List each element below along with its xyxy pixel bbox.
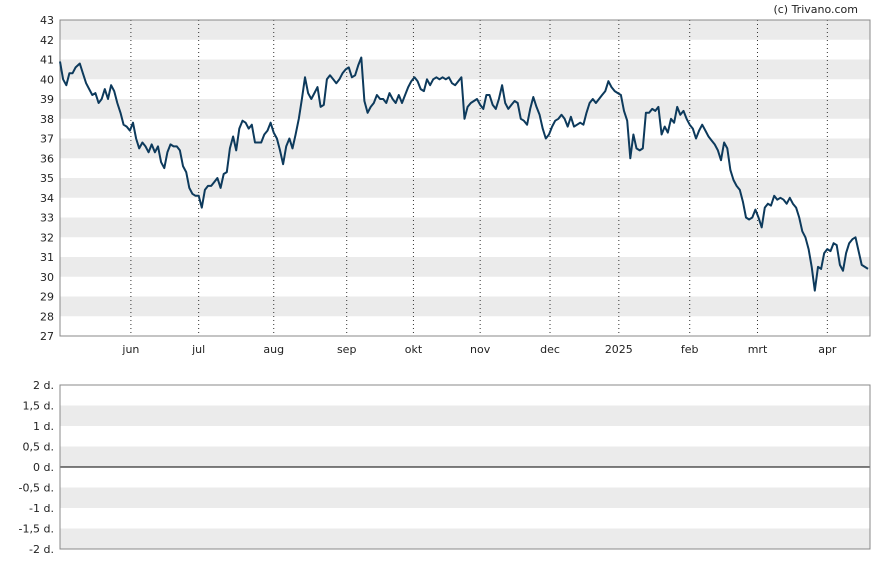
x-tick-label: 2025 — [605, 343, 633, 356]
y-tick-label: 32 — [40, 231, 54, 244]
band — [60, 99, 870, 119]
band — [60, 528, 870, 549]
credit-label: (c) Trivano.com — [773, 3, 858, 16]
dividend-panel: -2 d. -1,5 d. -1 d. -0,5 d. 0 d. 0,5 d. 1 d. 1,… — [19, 379, 871, 556]
y-tick-label: 40 — [40, 73, 54, 86]
y-tick-label: 38 — [40, 113, 54, 126]
y-tick-label: 37 — [40, 133, 54, 146]
y-tick-label: 36 — [40, 152, 54, 165]
x-tick-label: nov — [470, 343, 491, 356]
y-tick-label: 33 — [40, 212, 54, 225]
y-tick-label: 30 — [40, 271, 54, 284]
x-tick-label: jun — [121, 343, 139, 356]
y-tick-label: 42 — [40, 34, 54, 47]
x-tick-label: feb — [681, 343, 699, 356]
y-tick-label: 41 — [40, 54, 54, 67]
y-tick-label: 43 — [40, 14, 54, 27]
y-tick-label: 1 d. — [33, 420, 54, 433]
y-tick-label: 31 — [40, 251, 54, 264]
x-tick-label: aug — [263, 343, 284, 356]
x-tick-label: apr — [818, 343, 837, 356]
band — [60, 487, 870, 508]
band — [60, 138, 870, 159]
x-tick-label: okt — [405, 343, 423, 356]
x-tick-label: dec — [540, 343, 560, 356]
x-tick-label: mrt — [748, 343, 768, 356]
y-tick-label: 34 — [40, 192, 54, 205]
band — [60, 178, 870, 198]
band — [60, 20, 870, 40]
y-tick-label: 2 d. — [33, 379, 54, 392]
y-tick-label: 1,5 d. — [23, 400, 54, 413]
y-tick-label: -1,5 d. — [19, 523, 54, 536]
price-line — [59, 56, 869, 292]
plot-frame — [59, 19, 871, 337]
y-tick-label: -0,5 d. — [19, 482, 54, 495]
price-panel: 27 28 29 30 31 32 33 34 35 36 37 38 39 40 41 42 43 jun jul… — [40, 14, 871, 356]
band — [60, 217, 870, 238]
plot-frame — [59, 384, 871, 550]
x-tick-label: sep — [337, 343, 356, 356]
y-tick-label: 0,5 d. — [23, 441, 54, 454]
y-tick-label: -1 d. — [29, 502, 54, 515]
band — [60, 59, 870, 80]
band — [60, 257, 870, 277]
band — [60, 446, 870, 467]
x-tick-label: jul — [191, 343, 205, 356]
y-tick-label: 28 — [40, 310, 54, 323]
y-tick-label: 29 — [40, 291, 54, 304]
band — [60, 405, 870, 426]
y-tick-label: -2 d. — [29, 543, 54, 556]
y-tick-label: 39 — [40, 93, 54, 106]
y-tick-label: 27 — [40, 330, 54, 343]
y-tick-label: 35 — [40, 172, 54, 185]
band — [60, 296, 870, 317]
y-tick-label: 0 d. — [33, 461, 54, 474]
